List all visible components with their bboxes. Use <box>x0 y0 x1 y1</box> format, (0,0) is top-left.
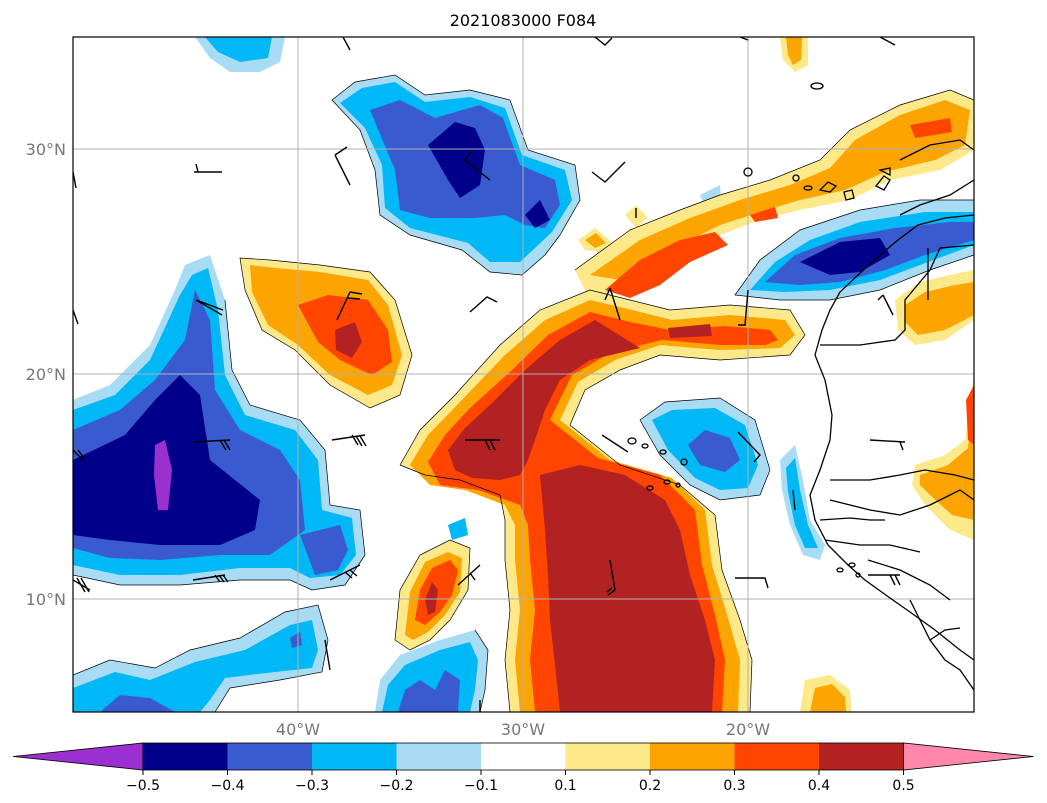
negative-anomaly-east-small <box>640 398 770 500</box>
lon-label-30w: 30°W <box>501 720 545 739</box>
colorbar-extend-high <box>903 742 1034 771</box>
colorbar-segment <box>143 743 228 770</box>
contour-lines <box>73 74 974 712</box>
colorbar-tick-label: −0.3 <box>295 778 329 794</box>
colorbar-tick-label: 0.4 <box>808 778 830 794</box>
colorbar-segment <box>650 743 735 770</box>
positive-anomaly-west-center <box>240 258 412 408</box>
colorbar-segment <box>227 743 313 770</box>
lat-label-10n: 10°N <box>26 590 66 609</box>
colorbar-tick-label: −0.2 <box>380 778 414 794</box>
gridlines <box>73 37 974 712</box>
lat-label-30n: 30°N <box>26 140 66 159</box>
negative-anomaly-south-central <box>375 518 488 712</box>
colorbar-extend-low <box>12 742 144 771</box>
lat-label-20n: 20°N <box>26 365 66 384</box>
map-title: 2021083000 F084 <box>450 11 597 30</box>
colorbar-segment <box>312 743 397 770</box>
colorbar-tick-label: 0.5 <box>892 778 914 794</box>
negative-anomaly-upper-left <box>195 37 285 72</box>
colorbar: −0.5 −0.4 −0.3 −0.2 −0.1 0.1 0.2 0.3 0.4 0.5 <box>12 742 1034 794</box>
colorbar-border <box>142 742 904 771</box>
longitude-labels: 40°W 30°W 20°W <box>276 720 770 739</box>
colorbar-segment <box>481 743 566 770</box>
colorbar-tick-label: 0.1 <box>554 778 576 794</box>
negative-anomaly-coastal <box>780 445 825 560</box>
map-area[interactable] <box>73 37 974 712</box>
colorbar-tick-label: 0.2 <box>639 778 661 794</box>
negative-anomaly-south-west <box>73 605 328 712</box>
negative-anomaly-west <box>73 255 365 590</box>
latitude-labels: 30°N 20°N 10°N <box>26 140 66 609</box>
colorbar-segment <box>819 743 904 770</box>
colorbar-segment <box>734 743 820 770</box>
coastlines <box>809 139 974 691</box>
lon-label-40w: 40°W <box>276 720 320 739</box>
positive-anomaly-south-small <box>395 540 470 650</box>
negative-anomaly-northeast <box>700 185 974 300</box>
map-frame <box>72 36 975 713</box>
colorbar-tick-label: −0.5 <box>126 778 160 794</box>
colorbar-tick-label: −0.1 <box>464 778 498 794</box>
wind-barbs <box>73 37 906 712</box>
colorbar-segment <box>396 743 482 770</box>
positive-anomaly-north-spots <box>578 37 808 252</box>
colorbar-tick-label: 0.3 <box>723 778 745 794</box>
positive-anomaly-northeast-band <box>575 90 974 300</box>
island-outlines <box>627 82 891 578</box>
colorbar-segment <box>565 743 651 770</box>
negative-anomaly-central-north <box>332 75 580 275</box>
colorbar-tick-label: −0.4 <box>211 778 245 794</box>
lon-label-20w: 20°W <box>726 720 770 739</box>
